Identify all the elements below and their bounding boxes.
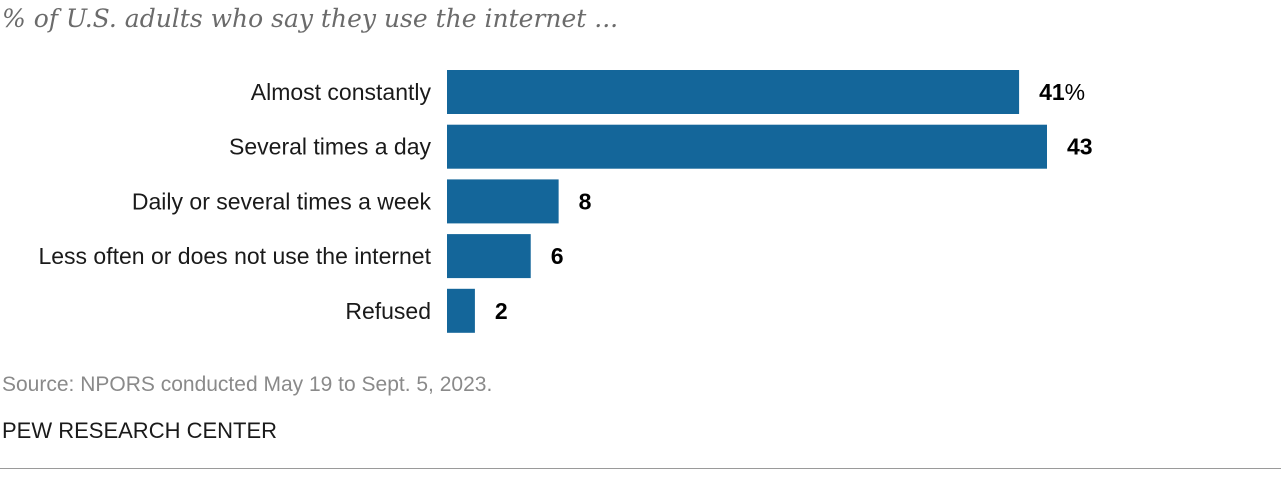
value-label: 43 — [1067, 134, 1093, 160]
chart-subtitle: % of U.S. adults who say they use the in… — [2, 4, 619, 33]
value-labels-group: 41% 43 8 6 2 — [495, 79, 1093, 324]
category-label: Daily or several times a week — [132, 188, 432, 214]
brand-label: PEW RESEARCH CENTER — [2, 418, 278, 443]
value-label: 41% — [1039, 79, 1085, 105]
bar-4 — [447, 288, 475, 333]
value-label: 8 — [579, 188, 592, 214]
bar-1 — [447, 124, 1047, 169]
bar-chart: Almost constantly Several times a day Dail… — [38, 70, 1093, 333]
bar-2 — [447, 179, 559, 224]
bottom-divider — [0, 468, 1281, 469]
category-labels-group: Almost constantly Several times a day Dail… — [38, 79, 431, 324]
source-note: Source: NPORS conducted May 19 to Sept. … — [2, 373, 493, 396]
value-label: 6 — [551, 243, 564, 269]
category-label: Almost constantly — [251, 79, 432, 105]
bar-0 — [447, 70, 1020, 114]
percent-suffix: % — [1065, 79, 1085, 105]
category-label: Several times a day — [229, 134, 431, 160]
bars-group — [447, 70, 1047, 333]
category-label: Less often or does not use the internet — [38, 243, 431, 269]
bar-3 — [447, 234, 531, 279]
category-label: Refused — [345, 298, 431, 324]
value-label: 2 — [495, 298, 508, 324]
